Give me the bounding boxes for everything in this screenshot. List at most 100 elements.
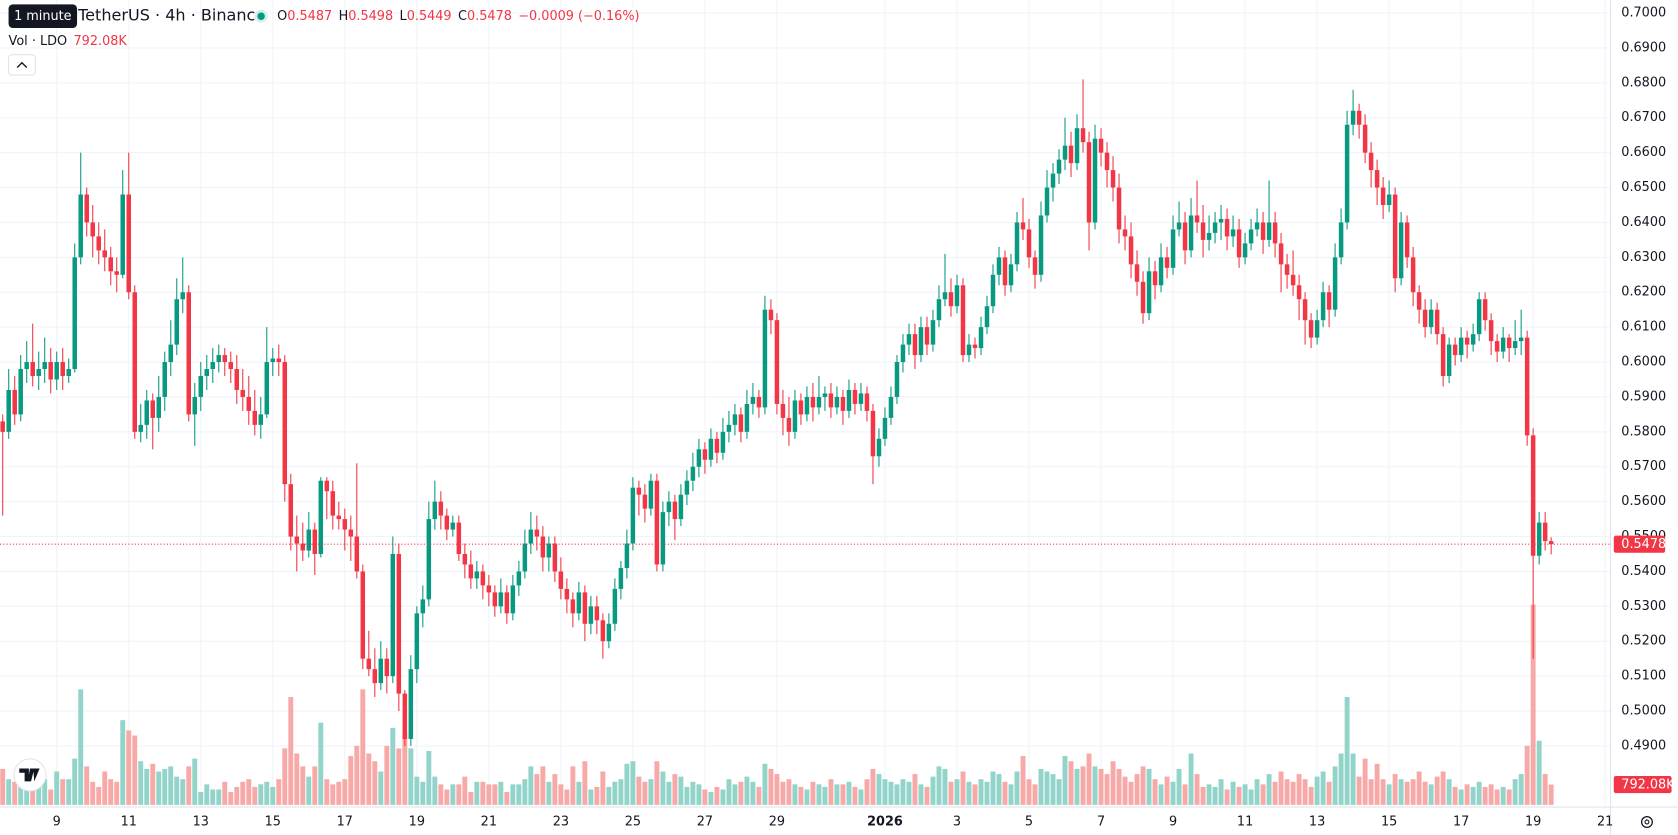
y-tick-label: 0.7000 (1621, 6, 1666, 21)
candle-body (168, 344, 173, 363)
x-tick-label: 17 (337, 815, 353, 830)
volume-bar (486, 784, 492, 805)
candle-body (948, 292, 954, 307)
candle-body (1146, 271, 1152, 314)
ohlc-legend: O0.5487 H0.5498 L0.5449 C0.5478 −0.0009 (−0.… (277, 9, 639, 24)
candle-body (1284, 264, 1290, 275)
volume-bar (1068, 761, 1074, 805)
volume-bar (996, 774, 1002, 805)
candle-body (438, 501, 444, 516)
y-tick-label: 0.5400 (1621, 564, 1666, 579)
y-tick-label: 0.4900 (1621, 738, 1666, 753)
volume-bar (432, 776, 438, 805)
volume-bar (1488, 784, 1494, 805)
volume-bar (564, 789, 570, 805)
candle-body (1344, 124, 1350, 223)
volume-bar (1284, 779, 1290, 805)
candle-body (450, 522, 456, 530)
candle-body (744, 403, 750, 432)
candle-body (180, 292, 186, 300)
volume-bar (300, 766, 306, 805)
symbol-title[interactable]: TetherUS · 4h · Binance (77, 6, 265, 25)
last-price-tag (1613, 535, 1666, 553)
y-tick-label: 0.5000 (1621, 704, 1666, 719)
y-tick-label: 0.5800 (1621, 424, 1666, 439)
volume-bar (1086, 753, 1092, 805)
candle-body (378, 658, 384, 684)
y-tick-label: 0.6100 (1621, 320, 1666, 335)
volume-bar (120, 720, 126, 805)
volume-bar (144, 768, 150, 805)
candle-body (1062, 145, 1068, 160)
candle-body (798, 400, 804, 415)
volume-bar (1278, 771, 1284, 805)
candle-body (1056, 159, 1062, 174)
volume-bar (570, 766, 576, 805)
volume-bar (1320, 771, 1326, 805)
candle-body (1374, 170, 1380, 188)
volume-bar (1290, 781, 1296, 805)
volume-bar (906, 781, 912, 805)
x-tick-label: 5 (1025, 815, 1033, 830)
volume-bar (792, 784, 798, 805)
volume-bar (810, 781, 816, 805)
candle-body (972, 344, 978, 349)
volume-bar (876, 774, 882, 805)
volume-bar (1062, 756, 1068, 805)
volume-bar (1500, 786, 1506, 805)
volume-bar (1236, 786, 1242, 805)
candle-body (90, 222, 95, 237)
candle-body (288, 484, 294, 537)
candle-body (732, 414, 738, 425)
candle-body (1104, 152, 1110, 171)
candle-body (960, 285, 966, 356)
candle-body (1290, 274, 1296, 286)
volume-bar (852, 786, 858, 805)
volume-bar (1128, 781, 1134, 805)
candle-body (486, 585, 492, 593)
tooltip-text: 1 minute (14, 9, 72, 24)
candle-body (684, 480, 690, 495)
settings-icon[interactable] (1640, 816, 1653, 829)
candle-body (1512, 341, 1518, 349)
volume-bar (1188, 753, 1194, 805)
ohlc-key: H (339, 9, 349, 24)
candle-body (312, 529, 318, 554)
volume-bar (576, 781, 582, 805)
candle-body (264, 362, 270, 415)
volume-bar (690, 781, 696, 805)
volume-bar (600, 771, 606, 805)
candle-body (840, 396, 846, 411)
volume-bar (1332, 766, 1338, 805)
candle-body (1368, 152, 1374, 171)
volume-bar (1200, 786, 1206, 805)
candle-body (48, 362, 53, 380)
volume-bar (516, 784, 522, 805)
volume-bar (468, 792, 474, 805)
volume-bar (528, 766, 534, 805)
volume-bar (966, 781, 972, 805)
candle-body (138, 424, 143, 432)
candle-body (1464, 337, 1470, 345)
volume-bar (774, 774, 780, 805)
volume-bar (534, 774, 540, 805)
x-tick-label: 17 (1453, 815, 1469, 830)
volume-bar (1080, 766, 1086, 805)
candle-body (1416, 292, 1422, 310)
volume-bar (1098, 768, 1104, 805)
volume-bar (864, 779, 870, 805)
candle-body (1038, 215, 1044, 275)
collapse-button[interactable] (8, 54, 36, 76)
volume-bar (1434, 776, 1440, 805)
volume-bar (894, 784, 900, 805)
candle-body (1458, 337, 1464, 356)
candle-body (576, 592, 582, 614)
volume-bar (1074, 768, 1080, 805)
volume-bar (342, 779, 348, 805)
candle-body (1218, 218, 1224, 223)
volume-bar (474, 781, 480, 805)
candle-body (1536, 522, 1542, 556)
candle-body (0, 421, 5, 432)
candle-body (1278, 243, 1284, 265)
